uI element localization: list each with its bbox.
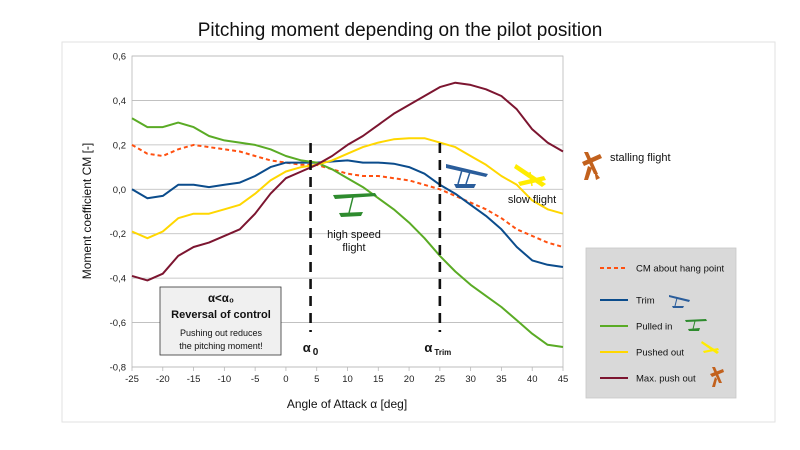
x-axis-title: Angle of Attack α [deg] xyxy=(287,397,407,411)
plot-area-border xyxy=(131,55,564,368)
series-line-pulled-in xyxy=(131,117,564,348)
x-tick-label: 20 xyxy=(404,374,415,385)
reference-label-alpha-trim: α Trim xyxy=(424,340,451,357)
high-speed-label-line1: high speed xyxy=(327,229,381,241)
y-tick-labels: 0,6 0,4 0,2 0,0 -0,2 -0,4 -0,6 -0,8 xyxy=(110,52,126,374)
legend-yellow-glider-icon xyxy=(701,341,719,354)
x-tick-label: -25 xyxy=(125,374,139,385)
x-tick-label: -5 xyxy=(251,374,259,385)
y-axis-title: Moment coefficient CM [-] xyxy=(80,143,94,280)
y-tick-label: 0,2 xyxy=(113,140,126,151)
brown-glider-icon xyxy=(582,152,602,180)
box-body-line2: the pitching moment! xyxy=(179,341,263,351)
x-tick-label: 15 xyxy=(373,374,384,385)
stalling-flight-label: stalling flight xyxy=(610,152,671,164)
x-tick-labels: -25 -20 -15 -10 -5 0 5 10 15 20 25 30 35 40 45 xyxy=(125,374,568,385)
series-line-pushed-out xyxy=(131,137,564,240)
legend-green-glider-icon xyxy=(685,319,707,331)
legend-label: Pulled in xyxy=(636,322,672,333)
series-line-cm-about-hang-point xyxy=(131,143,564,248)
slow-flight-label: slow flight xyxy=(508,194,556,206)
series-lines xyxy=(131,81,564,348)
chart-title: Pitching moment depending on the pilot p… xyxy=(198,20,603,41)
x-tick-label: -20 xyxy=(156,374,170,385)
yellow-glider-icon xyxy=(514,164,546,187)
legend-label: CM about hang point xyxy=(636,264,725,275)
legend-label: Pushed out xyxy=(636,348,684,359)
green-glider-icon xyxy=(333,193,377,217)
legend-brown-glider-icon xyxy=(710,367,724,387)
blue-glider-icon xyxy=(446,164,488,188)
x-tick-label: 40 xyxy=(527,374,538,385)
y-tick-label: -0,2 xyxy=(110,229,126,240)
legend-label: Max. push out xyxy=(636,374,696,385)
box-heading: α<α₀ xyxy=(208,293,234,305)
series-line-max-push-out xyxy=(131,81,564,282)
x-tick-label: 25 xyxy=(435,374,446,385)
x-tick-label: -10 xyxy=(217,374,231,385)
y-tick-label: -0,8 xyxy=(110,363,126,374)
x-tick-label: -15 xyxy=(187,374,201,385)
x-tick-label: 0 xyxy=(283,374,288,385)
x-tick-label: 5 xyxy=(314,374,319,385)
y-tick-label: -0,4 xyxy=(110,274,126,285)
box-body-line1: Pushing out reduces xyxy=(180,328,263,338)
series-line-trim xyxy=(131,159,564,268)
reversal-of-control-box: α<α₀ Reversal of control Pushing out red… xyxy=(159,286,282,356)
legend-label: Trim xyxy=(636,296,655,307)
x-tick-label: 10 xyxy=(342,374,353,385)
y-tick-label: 0,4 xyxy=(113,96,126,107)
high-speed-label-line2: flight xyxy=(342,242,365,254)
box-title: Reversal of control xyxy=(171,309,271,321)
x-tick-label: 30 xyxy=(465,374,476,385)
legend-box xyxy=(585,247,737,399)
y-tick-label: 0,0 xyxy=(113,185,126,196)
legend-blue-glider-icon xyxy=(669,295,690,308)
legend: CM about hang point Trim Pulled in Pushed o… xyxy=(585,247,737,399)
y-tick-label: 0,6 xyxy=(113,52,126,63)
chart-frame xyxy=(61,41,776,423)
x-tick-label: 45 xyxy=(558,374,569,385)
reference-lines: α 0 α Trim xyxy=(303,143,451,358)
y-tick-label: -0,6 xyxy=(110,318,126,329)
x-tick-label: 35 xyxy=(496,374,507,385)
